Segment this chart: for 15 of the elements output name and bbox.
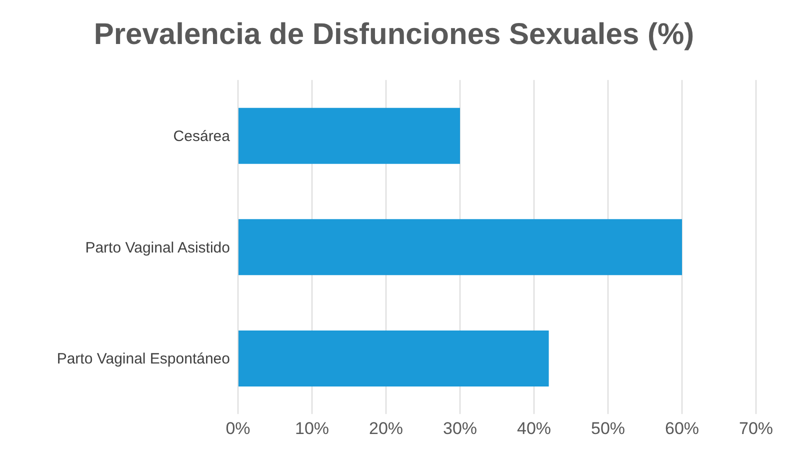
chart-title: Prevalencia de Disfunciones Sexuales (%) [92, 17, 696, 53]
x-tick-label: 10% [294, 419, 330, 438]
x-tick-label: 30% [442, 419, 478, 438]
x-tick-label: 0% [226, 419, 250, 438]
x-tick-label: 40% [516, 419, 552, 438]
x-tick-label: 50% [590, 419, 626, 438]
y-tick-label: Cesárea [173, 128, 231, 145]
x-tick-label: 70% [738, 419, 774, 438]
bar [238, 219, 682, 276]
bar [238, 108, 460, 164]
bar [238, 330, 549, 386]
x-tick-label: 20% [368, 419, 404, 438]
y-tick-label: Parto Vaginal Asistido [85, 239, 230, 256]
x-tick-label: 60% [664, 419, 700, 438]
y-tick-label: Parto Vaginal Espontáneo [56, 350, 230, 368]
